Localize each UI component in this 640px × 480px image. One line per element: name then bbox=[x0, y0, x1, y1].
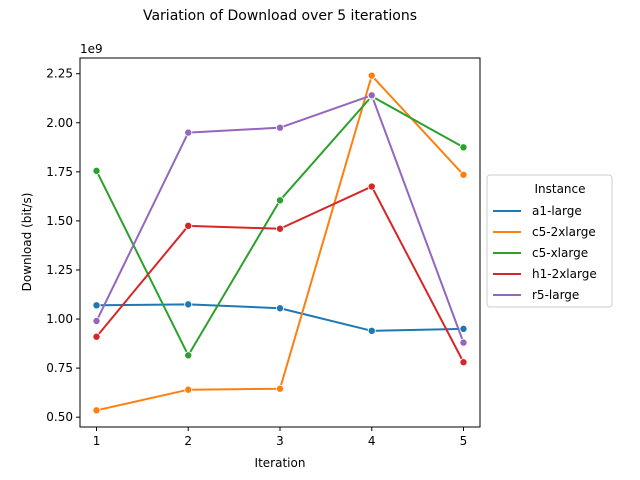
y-tick-label: 0.50 bbox=[46, 410, 73, 424]
data-point-h1-2xlarge bbox=[367, 182, 376, 191]
data-point-r5-large bbox=[275, 123, 284, 132]
legend-item-label: r5-large bbox=[532, 288, 579, 302]
legend-item-label: c5-2xlarge bbox=[532, 225, 596, 239]
data-point-a1-large bbox=[92, 301, 101, 310]
x-tick-label: 3 bbox=[276, 434, 284, 448]
legend-items: a1-large c5-2xlarge c5-xlarge h1-2xlarge r5-… bbox=[493, 204, 597, 302]
y-axis-label: Download (bit/s) bbox=[20, 193, 34, 292]
data-point-r5-large bbox=[367, 91, 376, 100]
data-point-c5-2xlarge bbox=[92, 406, 101, 415]
y-tick-label: 2.25 bbox=[46, 67, 73, 81]
legend: Instance a1-large c5-2xlarge c5-xlarge h1-2… bbox=[486, 174, 613, 308]
y-tick-label: 0.75 bbox=[46, 361, 73, 375]
series-line-h1-2xlarge bbox=[95, 185, 465, 363]
data-point-c5-xlarge bbox=[459, 143, 468, 152]
legend-item-label: c5-xlarge bbox=[532, 246, 588, 260]
data-point-a1-large bbox=[275, 304, 284, 313]
y-tick-label: 2.00 bbox=[46, 116, 73, 130]
data-point-c5-2xlarge bbox=[184, 385, 193, 394]
x-tick-label: 2 bbox=[184, 434, 192, 448]
data-point-c5-xlarge bbox=[275, 196, 284, 205]
data-point-c5-2xlarge bbox=[367, 71, 376, 80]
data-point-c5-xlarge bbox=[92, 166, 101, 175]
data-point-a1-large bbox=[367, 326, 376, 335]
data-point-a1-large bbox=[459, 324, 468, 333]
chart-title: Variation of Download over 5 iterations bbox=[143, 8, 417, 24]
x-tick-label: 4 bbox=[368, 434, 376, 448]
data-point-r5-large bbox=[184, 128, 193, 137]
data-point-h1-2xlarge bbox=[459, 358, 468, 367]
x-axis-label: Iteration bbox=[255, 456, 306, 470]
data-point-a1-large bbox=[184, 300, 193, 309]
x-tick-label: 5 bbox=[460, 434, 468, 448]
y-tick-label: 1.00 bbox=[46, 312, 73, 326]
data-point-c5-2xlarge bbox=[275, 384, 284, 393]
data-point-r5-large bbox=[459, 338, 468, 347]
plot-frame bbox=[79, 57, 481, 428]
plot-markers bbox=[92, 71, 468, 415]
legend-title: Instance bbox=[534, 182, 585, 196]
legend-item-label: a1-large bbox=[532, 204, 582, 218]
x-axis: 1 2 3 4 5 bbox=[93, 427, 468, 448]
y-offset-label: 1e9 bbox=[80, 42, 103, 56]
y-tick-label: 1.25 bbox=[46, 263, 73, 277]
legend-item-label: h1-2xlarge bbox=[532, 267, 597, 281]
data-point-h1-2xlarge bbox=[92, 332, 101, 341]
y-tick-label: 1.50 bbox=[46, 214, 73, 228]
x-tick-label: 1 bbox=[93, 434, 101, 448]
y-tick-label: 1.75 bbox=[46, 165, 73, 179]
data-point-c5-xlarge bbox=[184, 351, 193, 360]
data-point-r5-large bbox=[92, 317, 101, 326]
data-point-c5-2xlarge bbox=[459, 170, 468, 179]
y-axis: 0.50 0.75 1.00 1.25 1.50 1.75 2.00 2.25 bbox=[46, 67, 80, 424]
data-point-h1-2xlarge bbox=[184, 221, 193, 230]
data-point-h1-2xlarge bbox=[275, 224, 284, 233]
